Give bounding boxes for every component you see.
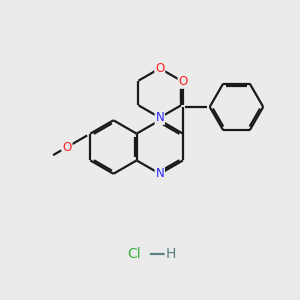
Text: O: O xyxy=(178,75,188,88)
Text: H: H xyxy=(166,247,176,261)
Text: Cl: Cl xyxy=(127,247,140,261)
Text: N: N xyxy=(155,167,164,180)
Text: O: O xyxy=(155,62,164,75)
Text: N: N xyxy=(155,111,164,124)
Text: O: O xyxy=(62,140,72,154)
